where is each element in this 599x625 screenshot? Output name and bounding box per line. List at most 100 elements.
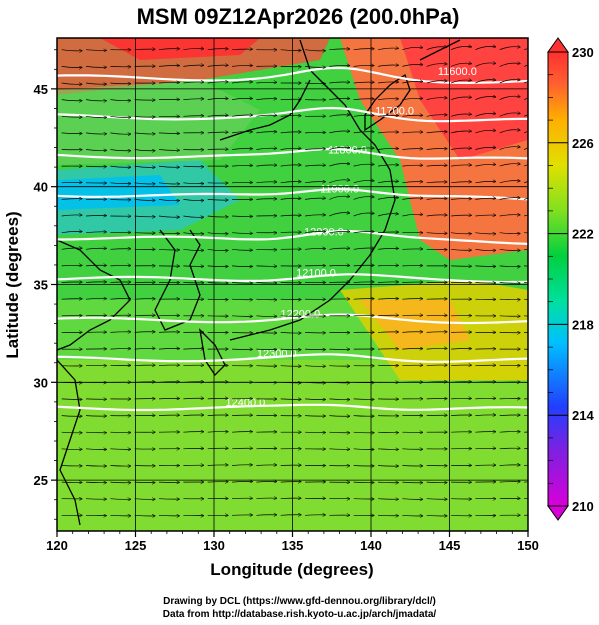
- wind-arrow: [85, 166, 107, 167]
- wind-arrow: [85, 66, 107, 67]
- wind-arrow: [451, 233, 471, 234]
- wind-arrow: [475, 46, 495, 51]
- wind-arrow: [378, 449, 398, 450]
- wind-arrow: [85, 133, 107, 134]
- wind-arrow: [110, 449, 130, 450]
- wind-arrow: [305, 50, 325, 51]
- wind-arrow: [378, 499, 398, 500]
- wind-arrow: [232, 65, 252, 66]
- wind-arrow: [85, 83, 107, 84]
- wind-arrow: [524, 315, 528, 317]
- wind-arrow: [110, 315, 130, 316]
- wind-arrow: [378, 165, 398, 166]
- contour-label: 12400.0: [226, 397, 266, 409]
- x-axis-ticks: 120 125 130 135 140 145 150: [46, 531, 539, 553]
- wind-arrow: [232, 432, 252, 433]
- wind-arrow: [475, 80, 495, 84]
- wind-arrow: [256, 148, 276, 149]
- wind-arrow: [523, 64, 528, 67]
- gridlines: [57, 38, 528, 531]
- wind-arrow: [61, 66, 82, 67]
- contour-label: 12200.0: [280, 309, 320, 321]
- y-tick-label: 30: [34, 375, 48, 390]
- wind-arrow: [475, 181, 495, 182]
- wind-arrow: [329, 213, 349, 217]
- wind-arrow: [256, 316, 276, 317]
- wind-arrow: [524, 214, 528, 217]
- wind-arrow: [61, 416, 82, 417]
- wind-arrow: [207, 98, 228, 99]
- wind-arrow: [207, 415, 228, 416]
- wind-arrow: [207, 266, 228, 267]
- wind-arrow: [85, 299, 107, 300]
- credit-drawing: Drawing by DCL (https://www.gfd-dennou.o…: [163, 596, 436, 607]
- wind-arrow: [451, 215, 471, 216]
- wind-arrow: [524, 298, 528, 300]
- wind-arrow: [232, 149, 252, 150]
- wind-arrow: [134, 150, 155, 151]
- x-tick-label: 140: [360, 538, 382, 553]
- wind-arrow: [85, 50, 107, 51]
- contour-label: 12300.0: [257, 348, 297, 360]
- wind-arrow: [353, 115, 374, 116]
- colorbar-label: 210: [572, 499, 594, 514]
- wind-arrow: [61, 265, 82, 266]
- wind-arrow: [85, 482, 107, 483]
- wind-arrow: [378, 48, 398, 51]
- plot-area: 11600.0 11700.0 11800.0 11900.0 12000.0 12100…: [57, 38, 528, 531]
- wind-arrow: [110, 249, 130, 250]
- colorbar-label: 222: [572, 227, 594, 242]
- wind-arrow: [85, 282, 107, 283]
- wind-arrow: [256, 132, 276, 133]
- wind-arrow: [524, 248, 528, 251]
- wind-arrow: [451, 415, 471, 416]
- colorbar-top-triangle: [547, 37, 569, 53]
- wind-arrow: [402, 315, 422, 316]
- wind-arrow: [61, 449, 82, 450]
- wind-arrow: [158, 216, 180, 217]
- colorbar-ticks: 230 226 222 218 214 210: [548, 45, 594, 514]
- wind-arrow: [207, 283, 228, 284]
- wind-arrow: [134, 515, 155, 516]
- wind-arrow: [329, 399, 349, 400]
- y-tick-label: 25: [34, 473, 48, 488]
- wind-arrow: [85, 116, 107, 117]
- wind-arrow: [158, 150, 180, 151]
- wind-arrow: [402, 47, 422, 51]
- wind-arrow: [183, 199, 203, 200]
- wind-arrow: [353, 99, 374, 100]
- wind-arrow: [232, 115, 252, 116]
- wind-arrow: [110, 349, 130, 350]
- wind-arrow: [475, 249, 495, 250]
- wind-arrow: [378, 65, 398, 66]
- wind-arrow: [232, 448, 252, 449]
- wind-arrow: [158, 515, 180, 516]
- wind-arrow: [110, 299, 130, 300]
- wind-arrow: [61, 432, 82, 433]
- wind-arrow: [183, 99, 203, 100]
- wind-arrow: [378, 482, 398, 483]
- wind-arrow: [232, 465, 252, 466]
- wind-arrow: [353, 65, 374, 66]
- wind-arrow: [499, 96, 521, 100]
- wind-arrow: [61, 100, 82, 101]
- wind-arrow: [451, 249, 471, 250]
- wind-arrow: [499, 113, 521, 117]
- wind-arrow: [158, 82, 180, 83]
- wind-arrow: [475, 432, 495, 433]
- wind-arrow: [451, 199, 471, 200]
- wind-arrow: [256, 515, 276, 516]
- wind-arrow: [183, 233, 203, 234]
- wind-arrow: [402, 115, 422, 116]
- wind-arrow: [280, 215, 301, 216]
- wind-arrow: [256, 481, 276, 482]
- wind-arrow: [85, 265, 107, 266]
- china-coast-south: [57, 359, 81, 526]
- wind-arrow: [280, 182, 301, 183]
- wind-arrow: [426, 365, 447, 366]
- wind-arrow: [256, 165, 276, 166]
- wind-arrow: [329, 115, 349, 117]
- green-region-north: [57, 80, 260, 165]
- wind-arrow: [61, 133, 82, 134]
